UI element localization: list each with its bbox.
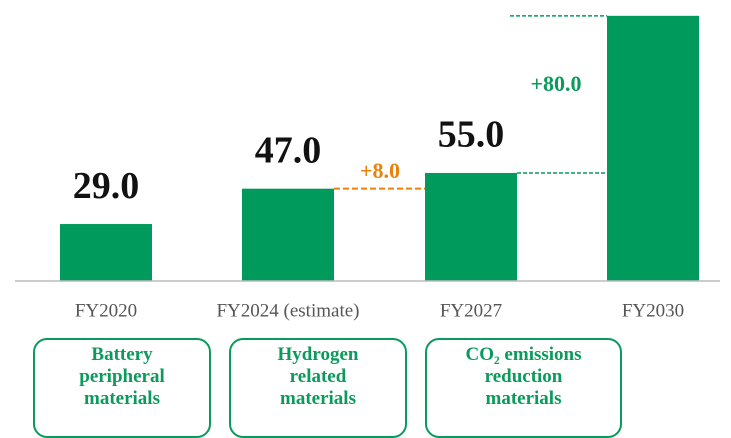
value-label: 47.0 xyxy=(255,129,322,171)
annotation: +80.0 xyxy=(530,71,581,96)
annotation: +8.0 xyxy=(360,158,400,183)
category-box: Hydrogen related materials xyxy=(229,338,407,438)
category-box: Battery peripheral materials xyxy=(33,338,211,438)
bar xyxy=(242,188,334,281)
chart: FY2020 29.0 FY2024 (estimate) 47.0 FY2027 55.… xyxy=(15,15,720,321)
x-tick-label: FY2020 xyxy=(75,300,137,321)
bar xyxy=(607,15,699,281)
x-tick-label: FY2027 xyxy=(440,300,502,321)
bar xyxy=(60,224,152,281)
value-label: 29.0 xyxy=(73,165,140,207)
bar xyxy=(425,172,517,281)
value-label: 55.0 xyxy=(438,114,505,156)
x-tick-label: FY2024 (estimate) xyxy=(216,300,359,321)
category-box: CO₂ emissions reduction materials xyxy=(425,338,622,438)
page: {"chart_data": {"type": "bar", "categori… xyxy=(15,15,720,438)
x-tick-label: FY2030 xyxy=(622,300,684,321)
